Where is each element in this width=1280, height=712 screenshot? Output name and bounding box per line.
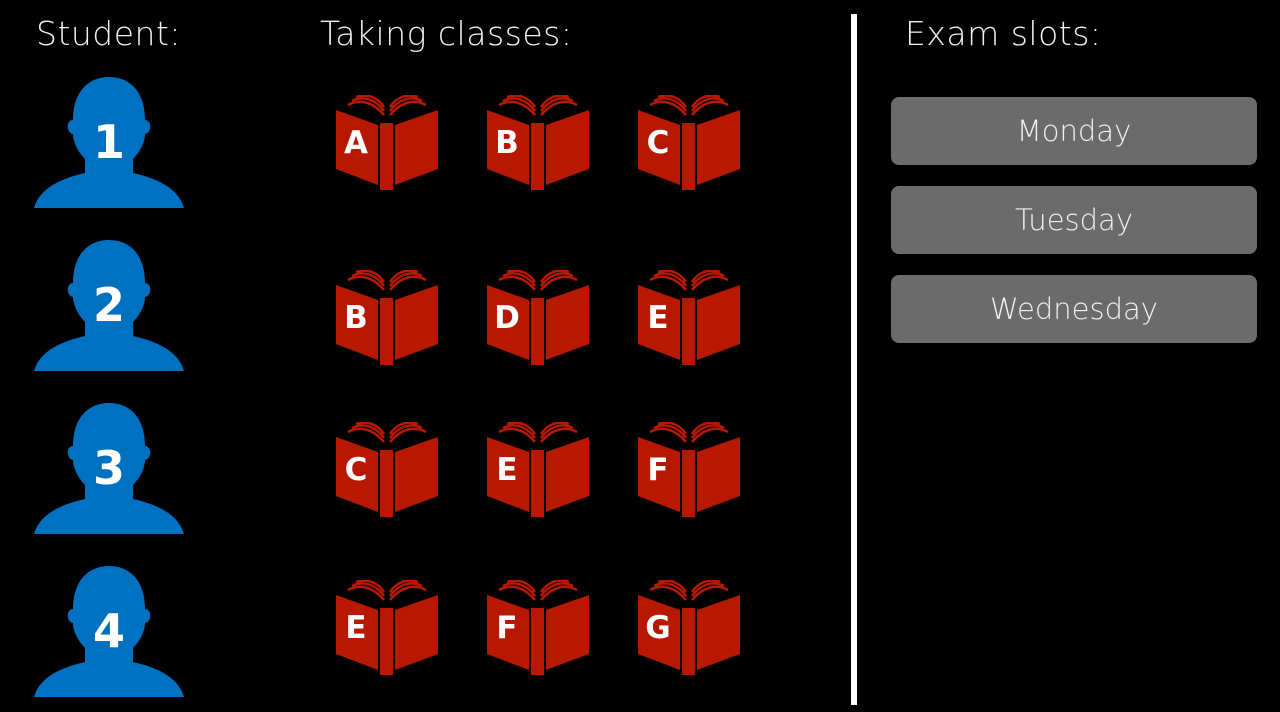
book-icon [487, 580, 589, 675]
class-book: D [487, 270, 589, 365]
class-book: G [638, 580, 740, 675]
book-icon [638, 580, 740, 675]
student-number: 4 [92, 604, 125, 658]
class-book: A [336, 95, 438, 190]
book-icon [336, 95, 438, 190]
person-icon [34, 77, 184, 208]
person-icon [34, 240, 184, 371]
student-3: 3 [33, 403, 185, 535]
book-icon [336, 580, 438, 675]
class-book: E [638, 270, 740, 365]
student-1: 1 [33, 77, 185, 209]
divider [851, 14, 857, 705]
class-letter: E [345, 610, 367, 646]
student-header: Student: [36, 14, 182, 53]
class-book: C [336, 422, 438, 517]
exam-slot-tuesday: Tuesday [891, 186, 1257, 254]
class-book: F [638, 422, 740, 517]
class-letter: B [495, 125, 519, 161]
class-book: B [487, 95, 589, 190]
class-book: E [487, 422, 589, 517]
person-icon [34, 566, 184, 697]
class-letter: E [647, 300, 669, 336]
classes-header: Taking classes: [320, 14, 573, 53]
class-letter: F [496, 610, 518, 646]
exam-slot-monday: Monday [891, 97, 1257, 165]
exam-slots-header: Exam slots: [905, 14, 1102, 53]
student-number: 3 [92, 441, 125, 495]
class-letter: C [344, 452, 368, 488]
book-icon [336, 270, 438, 365]
person-icon [34, 403, 184, 534]
class-letter: G [645, 610, 671, 646]
class-book: F [487, 580, 589, 675]
class-letter: D [494, 300, 520, 336]
class-book: B [336, 270, 438, 365]
class-letter: B [344, 300, 368, 336]
book-icon [487, 95, 589, 190]
student-number: 2 [92, 278, 125, 332]
class-letter: F [647, 452, 669, 488]
student-2: 2 [33, 240, 185, 372]
student-4: 4 [33, 566, 185, 698]
book-icon [638, 270, 740, 365]
class-book: C [638, 95, 740, 190]
book-icon [336, 422, 438, 517]
exam-slot-wednesday: Wednesday [891, 275, 1257, 343]
book-icon [487, 422, 589, 517]
book-icon [638, 95, 740, 190]
class-letter: C [646, 125, 670, 161]
class-letter: A [344, 125, 368, 161]
book-icon [638, 422, 740, 517]
student-number: 1 [92, 115, 125, 169]
book-icon [487, 270, 589, 365]
class-book: E [336, 580, 438, 675]
class-letter: E [496, 452, 518, 488]
